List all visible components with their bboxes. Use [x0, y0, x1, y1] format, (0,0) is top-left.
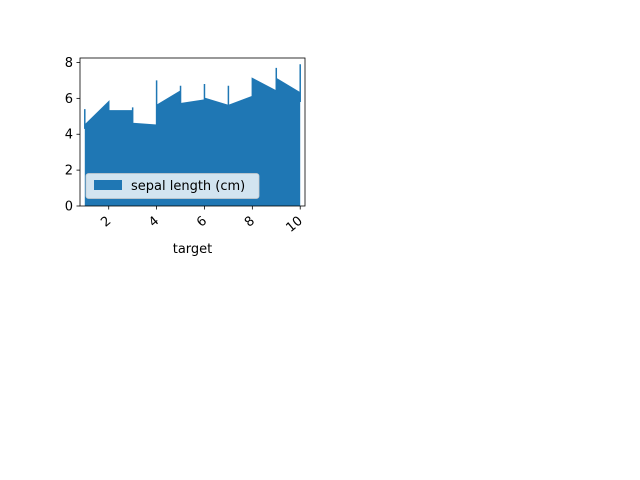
series-line-0: [84, 64, 301, 129]
legend-swatch: [94, 180, 122, 190]
x-tick-label: 6: [194, 214, 210, 231]
y-tick-label: 0: [65, 200, 73, 215]
y-tick-label: 8: [65, 56, 73, 71]
legend: sepal length (cm): [85, 173, 260, 199]
plot-area: 2 4 6 8 10 0 2 4 6 8: [65, 56, 306, 236]
x-tick-label: 10: [283, 214, 305, 236]
plot-frame: [79, 57, 306, 207]
y-tick-label: 2: [65, 164, 73, 179]
x-tick-label: 4: [146, 214, 162, 231]
y-axis-ticks: 0 2 4 6 8: [65, 56, 80, 215]
legend-label: sepal length (cm): [131, 179, 245, 194]
y-tick-label: 4: [65, 128, 73, 143]
area-series-0: [84, 64, 301, 207]
x-tick-label: 8: [242, 214, 258, 231]
y-tick-label: 6: [65, 92, 73, 107]
x-axis-label: target: [173, 242, 213, 257]
x-axis-ticks: 2 4 6 8 10: [98, 206, 306, 236]
legend-frame: [85, 173, 260, 199]
x-tick-label: 2: [98, 214, 114, 231]
series-layer: [84, 64, 301, 207]
